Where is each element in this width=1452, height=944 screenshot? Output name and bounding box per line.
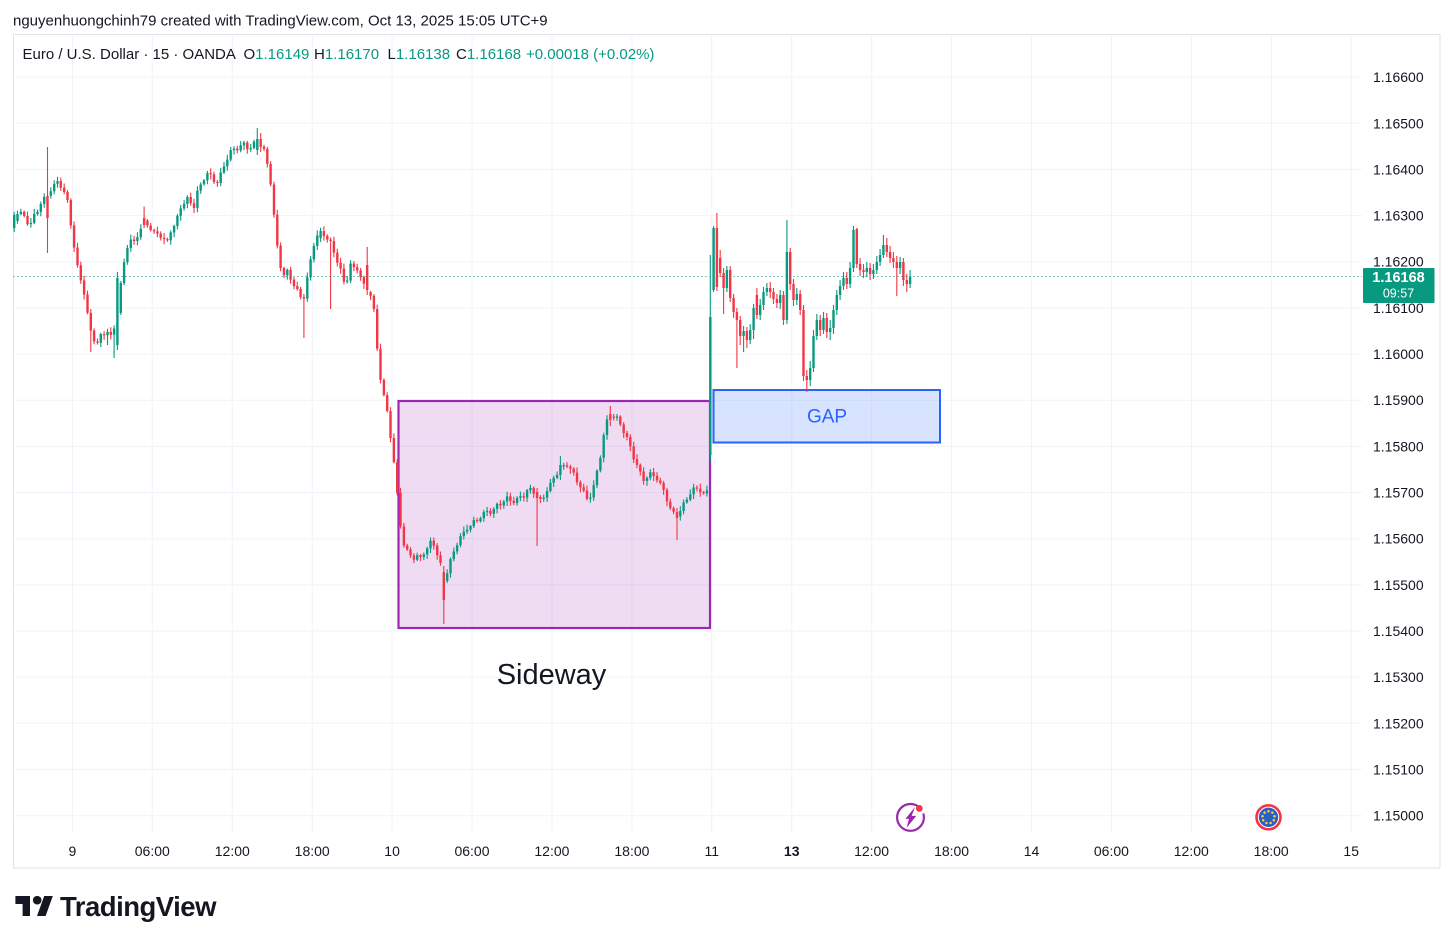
svg-text:1.15500: 1.15500: [1373, 577, 1424, 593]
svg-text:Euro / U.S. Dollar · 15 · OAND: Euro / U.S. Dollar · 15 · OANDA: [23, 46, 236, 63]
svg-text:GAP: GAP: [807, 407, 847, 428]
svg-text:1.16300: 1.16300: [1373, 208, 1424, 224]
svg-text:1.15000: 1.15000: [1373, 808, 1424, 824]
svg-text:nguyenhuongchinh79 created wit: nguyenhuongchinh79 created with TradingV…: [13, 13, 548, 30]
svg-text:Sideway: Sideway: [497, 659, 607, 691]
svg-text:12:00: 12:00: [215, 843, 250, 859]
svg-text:1.16168: 1.16168: [1372, 270, 1424, 286]
svg-text:13: 13: [784, 843, 800, 859]
svg-text:TradingView: TradingView: [60, 891, 217, 922]
svg-text:10: 10: [384, 843, 400, 859]
svg-text:1.16000: 1.16000: [1373, 346, 1424, 362]
svg-text:1.16600: 1.16600: [1373, 69, 1424, 85]
svg-text:09:57: 09:57: [1383, 287, 1414, 301]
svg-text:18:00: 18:00: [295, 843, 330, 859]
svg-text:C1.16168: C1.16168: [456, 46, 521, 63]
svg-text:1.15300: 1.15300: [1373, 669, 1424, 685]
svg-text:1.15700: 1.15700: [1373, 485, 1424, 501]
svg-text:06:00: 06:00: [454, 843, 489, 859]
svg-text:1.15100: 1.15100: [1373, 762, 1424, 778]
svg-text:18:00: 18:00: [1254, 843, 1289, 859]
svg-text:18:00: 18:00: [934, 843, 969, 859]
svg-text:1.16500: 1.16500: [1373, 115, 1424, 131]
svg-text:14: 14: [1024, 843, 1040, 859]
svg-text:12:00: 12:00: [854, 843, 889, 859]
svg-text:L1.16138: L1.16138: [388, 46, 451, 63]
svg-text:06:00: 06:00: [1094, 843, 1129, 859]
svg-text:06:00: 06:00: [135, 843, 170, 859]
svg-text:1.15900: 1.15900: [1373, 392, 1424, 408]
svg-text:18:00: 18:00: [614, 843, 649, 859]
svg-text:11: 11: [705, 843, 720, 859]
svg-text:+0.00018 (+0.02%): +0.00018 (+0.02%): [526, 46, 654, 63]
svg-text:12:00: 12:00: [534, 843, 569, 859]
svg-text:15: 15: [1343, 843, 1359, 859]
svg-text:1.15400: 1.15400: [1373, 623, 1424, 639]
svg-text:O1.16149: O1.16149: [244, 46, 310, 63]
svg-text:9: 9: [69, 843, 77, 859]
svg-text:1.16100: 1.16100: [1373, 300, 1424, 316]
svg-text:H1.16170: H1.16170: [314, 46, 379, 63]
svg-text:1.15200: 1.15200: [1373, 715, 1424, 731]
svg-text:12:00: 12:00: [1174, 843, 1209, 859]
svg-text:1.15600: 1.15600: [1373, 531, 1424, 547]
svg-text:1.15800: 1.15800: [1373, 438, 1424, 454]
svg-text:1.16400: 1.16400: [1373, 161, 1424, 177]
svg-text:1.16200: 1.16200: [1373, 254, 1424, 270]
